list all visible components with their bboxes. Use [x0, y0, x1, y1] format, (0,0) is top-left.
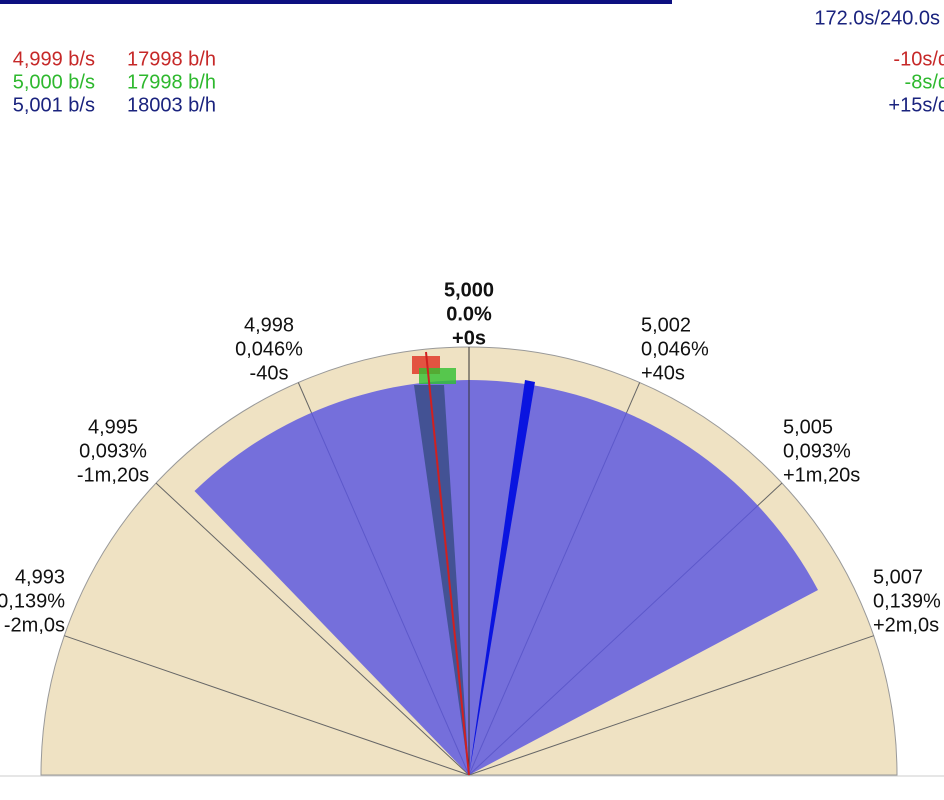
gauge-label: 0,046%: [235, 338, 303, 360]
gauge-label: -2m,0s: [4, 614, 65, 636]
progress-bar: [0, 0, 672, 4]
range-wedge: [194, 380, 818, 775]
blue-needle: [469, 380, 535, 775]
gauge-label: 5,000: [444, 279, 494, 301]
gauge-label: +0s: [452, 327, 486, 349]
beat-rate: 5,000 b/s: [13, 71, 95, 93]
deviation: +15s/d: [888, 94, 944, 116]
beats-per-hour: 17998 b/h: [127, 48, 216, 70]
gauge-label: 0,139%: [873, 590, 941, 612]
red-needle: [425, 351, 470, 776]
beat-rate: 5,001 b/s: [13, 94, 95, 116]
deviation: -10s/d: [893, 48, 944, 70]
deviation: -8s/d: [905, 71, 944, 93]
gauge-label: 4,995: [88, 416, 138, 438]
gauge-label: 0.0%: [446, 303, 492, 325]
progress-text: 172.0s/240.0s: [814, 7, 940, 29]
gauge-label: 0,139%: [0, 590, 65, 612]
gauge-label: 0,093%: [783, 440, 851, 462]
gauge-label: 0,046%: [641, 338, 709, 360]
gauge-label: 5,002: [641, 314, 691, 336]
gauge-label: +2m,0s: [873, 614, 939, 636]
needle-shadow: [414, 385, 469, 775]
gauge-label: 5,005: [783, 416, 833, 438]
beats-per-hour: 18003 b/h: [127, 94, 216, 116]
green-marker: [419, 368, 456, 384]
beat-rate: 4,999 b/s: [13, 48, 95, 70]
gauge-label: -40s: [250, 362, 289, 384]
gauge: [0, 346, 944, 777]
gauge-label: 5,007: [873, 566, 923, 588]
gauge-label: 4,998: [244, 314, 294, 336]
gauge-label: -1m,20s: [77, 464, 149, 486]
gauge-label: +1m,20s: [783, 464, 860, 486]
gauge-label: 4,993: [15, 566, 65, 588]
gauge-label: +40s: [641, 362, 685, 384]
gauge-label: 0,093%: [79, 440, 147, 462]
beats-per-hour: 17998 b/h: [127, 71, 216, 93]
